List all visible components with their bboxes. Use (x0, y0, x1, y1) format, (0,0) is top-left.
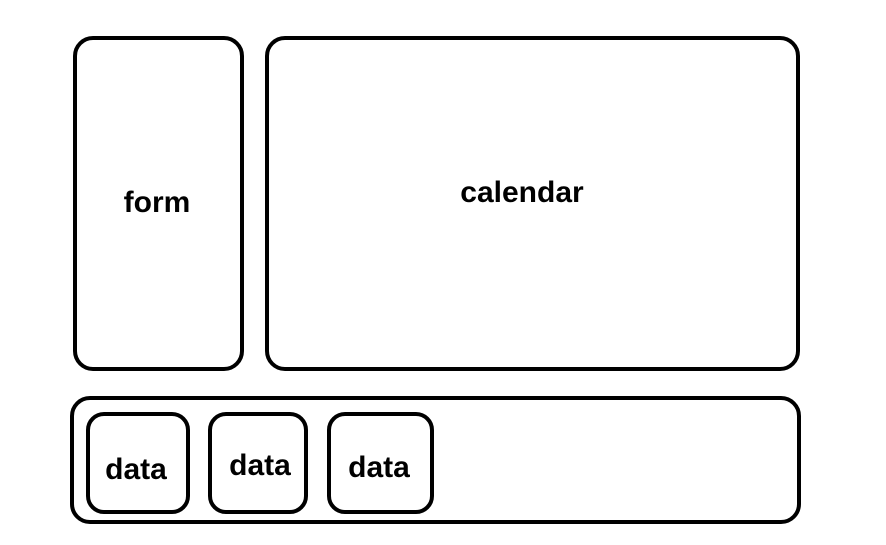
calendar-panel: calendar (265, 36, 800, 371)
form-panel: form (73, 36, 244, 371)
data-card-label: data (229, 449, 291, 482)
data-card: data (208, 412, 308, 514)
data-card-label: data (348, 451, 410, 484)
data-card: data (86, 412, 190, 514)
data-card: data (327, 412, 434, 514)
calendar-label: calendar (460, 176, 584, 209)
form-label: form (123, 186, 191, 219)
data-container: data data data (70, 396, 801, 524)
data-card-label: data (105, 453, 167, 486)
